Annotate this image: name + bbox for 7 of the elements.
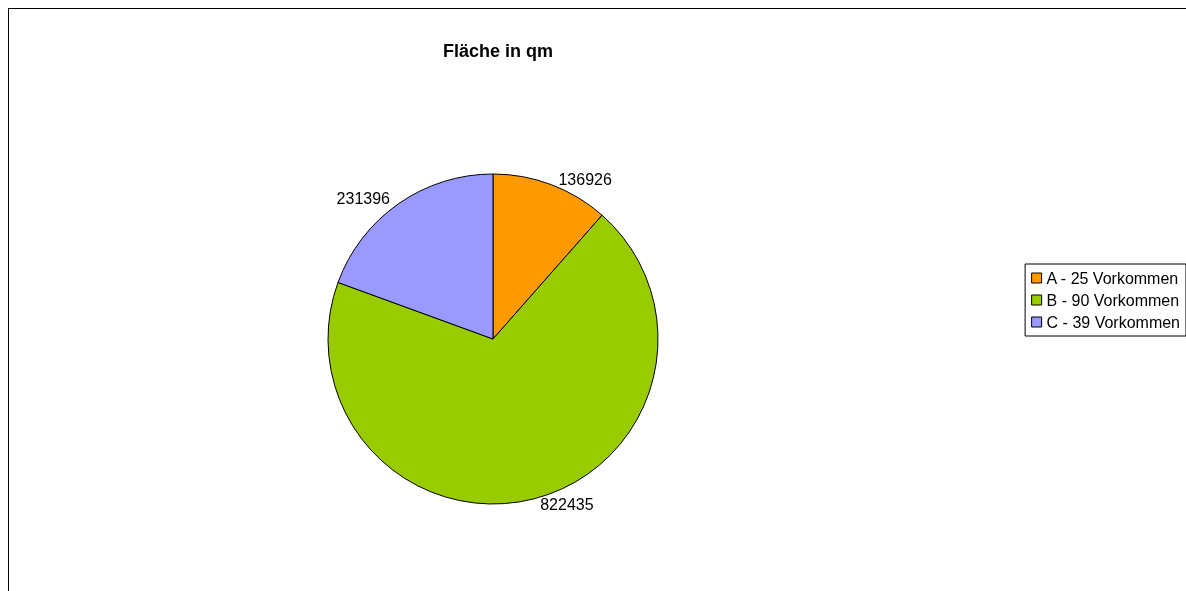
legend-label: A - 25 Vorkommen xyxy=(1046,269,1179,287)
chart-title: Fläche in qm xyxy=(442,41,554,61)
data-label: 822435 xyxy=(540,496,594,514)
data-label: 231396 xyxy=(336,190,391,208)
legend-label: C - 39 Vorkommen xyxy=(1046,313,1181,331)
legend-label: B - 90 Vorkommen xyxy=(1046,291,1180,309)
data-label: 136926 xyxy=(558,170,612,188)
